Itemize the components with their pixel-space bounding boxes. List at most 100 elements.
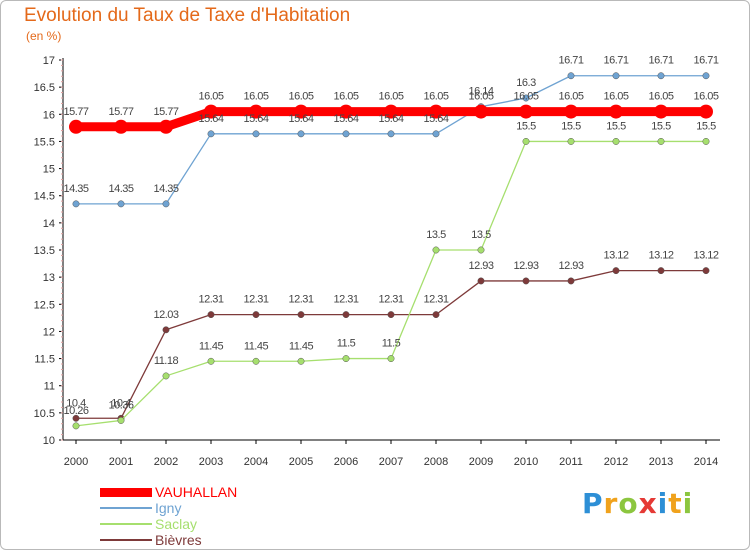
y-tick-label: 14: [43, 218, 55, 230]
data-point: [567, 72, 575, 80]
data-label: 12.93: [558, 260, 583, 272]
data-label: 12.03: [153, 309, 178, 321]
data-point: [477, 277, 485, 285]
chart-title: Evolution du Taux de Taxe d'Habitation: [24, 5, 351, 26]
data-point: [339, 104, 353, 119]
data-label: 11.45: [289, 340, 314, 352]
data-point: [297, 311, 305, 319]
y-tick-label: 14.5: [34, 191, 55, 203]
x-tick-label: 2007: [379, 456, 403, 468]
data-point: [702, 267, 710, 275]
data-label: 15.5: [561, 120, 581, 132]
data-point: [387, 311, 395, 319]
data-label: 13.5: [426, 229, 446, 241]
data-label: 16.05: [198, 91, 223, 103]
logo-letter: i: [682, 487, 694, 520]
data-point: [567, 277, 575, 285]
x-tick-label: 2012: [604, 456, 628, 468]
y-tick-label: 11: [44, 381, 55, 393]
data-label: 13.5: [471, 229, 491, 241]
data-label: 11.18: [154, 355, 179, 367]
data-label: 16.05: [513, 91, 538, 103]
data-point: [657, 72, 665, 80]
logo-letter: i: [657, 487, 669, 520]
data-point: [342, 311, 350, 319]
data-label: 15.77: [63, 106, 88, 118]
data-label: 16.14: [468, 86, 493, 98]
legend-item: Bièvres: [100, 532, 360, 548]
data-point: [207, 130, 215, 138]
data-label: 10.36: [108, 399, 133, 411]
data-label: 12.31: [333, 294, 358, 306]
data-point: [72, 200, 80, 208]
data-point: [432, 311, 440, 319]
data-point: [159, 119, 173, 134]
x-tick-label: 2009: [469, 456, 493, 468]
data-label: 16.05: [558, 91, 583, 103]
legend-swatch: [100, 539, 152, 541]
data-point: [612, 72, 620, 80]
x-tick-label: 2013: [649, 456, 673, 468]
data-label: 10.4: [111, 397, 131, 409]
x-tick-label: 2005: [289, 456, 313, 468]
data-label: 16.71: [603, 55, 628, 67]
data-point: [612, 267, 620, 275]
data-point: [117, 200, 125, 208]
data-label: 13.12: [693, 250, 718, 262]
data-point: [162, 200, 170, 208]
logo-letter: x: [638, 487, 658, 520]
data-label: 16.3: [516, 77, 536, 89]
data-label: 15.64: [333, 113, 358, 125]
data-label: 12.93: [513, 260, 538, 272]
x-tick-label: 2008: [424, 456, 448, 468]
data-label: 12.31: [198, 294, 223, 306]
logo-letter: o: [618, 487, 639, 520]
y-tick-label: 15: [43, 164, 55, 176]
data-label: 11.5: [337, 338, 356, 350]
y-tick-label: 11.5: [34, 354, 55, 366]
data-point: [657, 267, 665, 275]
data-point: [72, 414, 80, 422]
y-tick-label: 10.5: [34, 408, 55, 420]
data-label: 15.77: [153, 106, 178, 118]
data-point: [342, 130, 350, 138]
legend-swatch: [100, 523, 152, 525]
data-point: [522, 277, 530, 285]
legend-item: Saclay: [100, 516, 360, 532]
y-tick-label: 17: [43, 55, 55, 67]
data-label: 14.35: [108, 183, 133, 195]
x-tick-label: 2000: [64, 456, 88, 468]
data-point: [207, 311, 215, 319]
data-label: 16.71: [648, 55, 673, 67]
data-point: [69, 119, 83, 134]
data-label: 13.12: [603, 250, 628, 262]
data-point: [294, 104, 308, 119]
logo-letter: t: [668, 487, 683, 520]
data-point: [564, 104, 578, 119]
data-label: 15.5: [651, 120, 671, 132]
data-point: [612, 137, 620, 145]
y-tick-label: 13: [43, 272, 55, 284]
data-point: [702, 137, 710, 145]
data-label: 12.31: [243, 294, 268, 306]
data-label: 15.64: [378, 113, 403, 125]
data-point: [522, 137, 530, 145]
data-point: [522, 94, 530, 102]
data-label: 13.12: [648, 250, 673, 262]
legend-swatch: [100, 507, 152, 509]
data-point: [72, 422, 80, 430]
data-label: 16.05: [333, 91, 358, 103]
data-label: 10.26: [63, 405, 88, 417]
data-label: 14.35: [153, 183, 178, 195]
data-point: [162, 326, 170, 334]
data-label: 11.45: [199, 340, 224, 352]
data-point: [252, 311, 260, 319]
data-label: 12.31: [423, 294, 448, 306]
data-point: [117, 417, 125, 424]
data-label: 16.71: [558, 55, 583, 67]
data-label: 11.5: [382, 338, 401, 350]
data-point: [654, 104, 668, 119]
data-point: [249, 104, 263, 119]
data-label: 16.05: [468, 91, 493, 103]
